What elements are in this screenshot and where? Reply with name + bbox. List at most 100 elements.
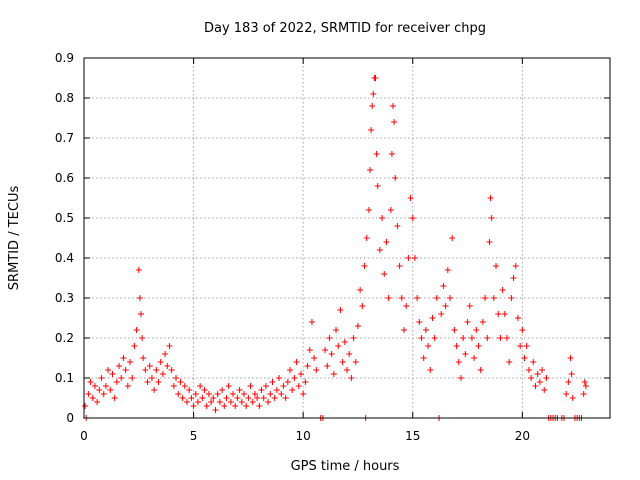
data-point: [144, 379, 151, 385]
y-tick-label: 0.1: [55, 371, 74, 385]
data-point: [422, 327, 429, 333]
data-point: [479, 319, 486, 325]
data-point: [440, 283, 447, 289]
data-point: [212, 407, 219, 413]
y-tick-label: 0.7: [55, 131, 74, 145]
data-point: [297, 371, 304, 377]
data-point: [519, 327, 526, 333]
data-point: [282, 395, 289, 401]
data-point: [514, 315, 521, 321]
data-point: [120, 355, 127, 361]
data-point: [96, 387, 103, 393]
data-point: [247, 383, 254, 389]
data-point: [113, 379, 120, 385]
data-point: [164, 363, 171, 369]
data-point: [354, 323, 361, 329]
data-point: [350, 335, 357, 341]
data-point: [487, 195, 494, 201]
data-point: [278, 391, 285, 397]
data-point: [203, 403, 210, 409]
data-point: [387, 207, 394, 213]
data-point: [383, 239, 390, 245]
data-point: [460, 335, 467, 341]
data-point: [107, 387, 114, 393]
data-point: [385, 295, 392, 301]
data-point: [256, 403, 263, 409]
data-point: [442, 303, 449, 309]
data-point: [94, 399, 101, 405]
data-point: [118, 375, 125, 381]
data-point: [333, 327, 340, 333]
data-point: [530, 359, 537, 365]
data-point: [208, 399, 215, 405]
data-point: [495, 311, 502, 317]
data-point: [136, 295, 143, 301]
data-point: [230, 391, 237, 397]
data-point: [82, 403, 89, 409]
data-point: [300, 391, 307, 397]
data-point: [289, 387, 296, 393]
data-point: [581, 379, 588, 385]
data-point: [394, 223, 401, 229]
data-point: [304, 363, 311, 369]
data-point: [568, 371, 575, 377]
data-point: [361, 263, 368, 269]
data-point: [157, 359, 164, 365]
data-point: [190, 403, 197, 409]
data-point: [418, 335, 425, 341]
data-point: [414, 295, 421, 301]
data-point: [155, 379, 162, 385]
data-point: [427, 367, 434, 373]
data-point: [582, 383, 589, 389]
data-point: [376, 247, 383, 253]
data-point: [243, 403, 250, 409]
data-point: [177, 379, 184, 385]
data-point: [111, 395, 118, 401]
data-point: [475, 343, 482, 349]
data-point: [225, 383, 232, 389]
data-point: [369, 103, 376, 109]
data-point: [580, 391, 587, 397]
data-point: [403, 303, 410, 309]
data-point: [133, 327, 140, 333]
data-point: [260, 395, 267, 401]
y-tick-label: 0.3: [55, 291, 74, 305]
data-point: [105, 367, 112, 373]
y-tick-label: 0.2: [55, 331, 74, 345]
data-point: [348, 375, 355, 381]
data-point: [449, 235, 456, 241]
data-point: [192, 391, 199, 397]
data-point: [324, 363, 331, 369]
data-point: [565, 379, 572, 385]
data-point: [497, 335, 504, 341]
data-point: [249, 399, 256, 405]
data-point: [159, 371, 166, 377]
data-point: [140, 355, 147, 361]
data-point: [173, 375, 180, 381]
data-point: [365, 207, 372, 213]
data-point: [234, 395, 241, 401]
data-point: [267, 391, 274, 397]
data-point: [373, 151, 380, 157]
axes: 0 0.1 0.2 0.3 0.4 0.5 0.6 0.7 0.8 0.9 0 5 10 15 20: [55, 51, 610, 443]
data-point: [100, 391, 107, 397]
data-point: [151, 387, 158, 393]
data-point: [245, 395, 252, 401]
data-point: [503, 335, 510, 341]
data-point: [390, 103, 397, 109]
chart-title: Day 183 of 2022, SRMTID for receiver chp…: [204, 21, 486, 36]
data-point: [471, 355, 478, 361]
data-point: [517, 343, 524, 349]
data-point: [521, 355, 528, 361]
data-point: [438, 311, 445, 317]
data-point: [473, 327, 480, 333]
data-point: [219, 387, 226, 393]
data-point: [335, 343, 342, 349]
x-tick-label: 15: [405, 429, 420, 443]
data-point: [328, 351, 335, 357]
y-axis-label: SRMTID / TECUs: [7, 186, 22, 291]
data-point: [429, 315, 436, 321]
data-point: [512, 263, 519, 269]
data-point: [337, 307, 344, 313]
